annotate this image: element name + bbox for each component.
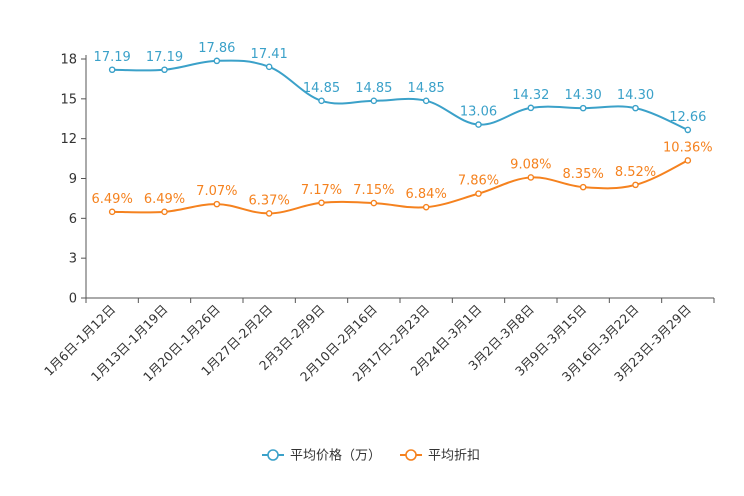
data-point[interactable] xyxy=(318,97,325,105)
data-point[interactable] xyxy=(684,126,692,134)
series-layer: 17.19 17.19 17.86 17.41 14.85 14.85 14.85 13.06… xyxy=(92,41,713,217)
data-label: 8.35% xyxy=(563,167,604,182)
data-point[interactable] xyxy=(475,121,482,128)
legend-item[interactable]: 平均折扣 xyxy=(400,449,480,464)
data-point[interactable] xyxy=(422,203,430,211)
data-point[interactable] xyxy=(579,183,587,191)
legend: 平均价格（万） 平均折扣 xyxy=(262,448,480,464)
data-point[interactable] xyxy=(213,200,221,208)
data-point[interactable] xyxy=(370,199,378,207)
legend-label: 平均折扣 xyxy=(428,449,480,464)
data-point[interactable] xyxy=(579,104,587,112)
y-tick-label: 12 xyxy=(60,132,77,147)
series-line xyxy=(112,159,689,215)
data-point[interactable] xyxy=(161,208,168,216)
series-1: 17.19 17.19 17.86 17.41 14.85 14.85 14.85 13.06… xyxy=(94,41,706,134)
data-label: 17.19 xyxy=(94,50,131,65)
data-point[interactable] xyxy=(370,97,378,105)
data-point[interactable] xyxy=(213,57,221,65)
legend-marker-icon xyxy=(267,449,279,461)
legend-marker-icon xyxy=(405,449,417,461)
data-label: 6.37% xyxy=(249,193,290,208)
legend-label: 平均价格（万） xyxy=(290,448,381,464)
data-label: 17.86 xyxy=(198,41,235,56)
data-point[interactable] xyxy=(161,66,168,74)
data-point[interactable] xyxy=(527,174,535,181)
data-label: 12.66 xyxy=(669,110,706,125)
data-label: 17.41 xyxy=(251,47,288,62)
y-tick-label: 9 xyxy=(69,172,77,187)
data-point[interactable] xyxy=(422,97,430,105)
data-point[interactable] xyxy=(108,208,116,216)
data-label: 14.30 xyxy=(565,88,602,103)
data-point[interactable] xyxy=(265,210,273,217)
data-label: 8.52% xyxy=(615,165,656,180)
data-point[interactable] xyxy=(632,104,639,112)
data-label: 14.85 xyxy=(355,81,392,96)
data-label: 7.07% xyxy=(196,184,237,199)
data-label: 6.49% xyxy=(92,192,133,207)
y-tick-label: 6 xyxy=(69,212,77,227)
data-point[interactable] xyxy=(318,199,325,207)
data-point[interactable] xyxy=(265,63,273,71)
series-line xyxy=(112,59,689,131)
data-label: 17.19 xyxy=(146,50,183,65)
data-point[interactable] xyxy=(632,181,639,189)
data-label: 7.15% xyxy=(353,183,394,198)
data-label: 10.36% xyxy=(663,140,713,155)
data-point[interactable] xyxy=(108,66,116,74)
series-2: 6.49% 6.49% 7.07% 6.37% 7.17% 7.15% 6.84% 7.86%… xyxy=(92,140,713,217)
y-tick-label: 18 xyxy=(60,53,77,68)
data-point[interactable] xyxy=(475,190,482,197)
axes: 03691215181月6日-1月12日1月13日-1月19日1月20日-1月2… xyxy=(41,53,715,384)
data-label: 14.30 xyxy=(617,88,654,103)
data-label: 7.17% xyxy=(301,183,342,198)
y-tick-label: 3 xyxy=(69,252,77,267)
data-label: 14.32 xyxy=(512,88,549,103)
y-tick-label: 15 xyxy=(60,92,77,107)
data-label: 6.84% xyxy=(406,187,447,202)
data-point[interactable] xyxy=(684,157,692,164)
legend-item[interactable]: 平均价格（万） xyxy=(262,448,381,464)
data-label: 14.85 xyxy=(303,81,340,96)
data-point[interactable] xyxy=(527,104,535,112)
data-label: 9.08% xyxy=(510,157,551,172)
data-label: 6.49% xyxy=(144,192,185,207)
data-label: 7.86% xyxy=(458,174,499,189)
data-label: 14.85 xyxy=(408,81,445,96)
y-tick-label: 0 xyxy=(69,292,77,307)
data-label: 13.06 xyxy=(460,105,497,120)
